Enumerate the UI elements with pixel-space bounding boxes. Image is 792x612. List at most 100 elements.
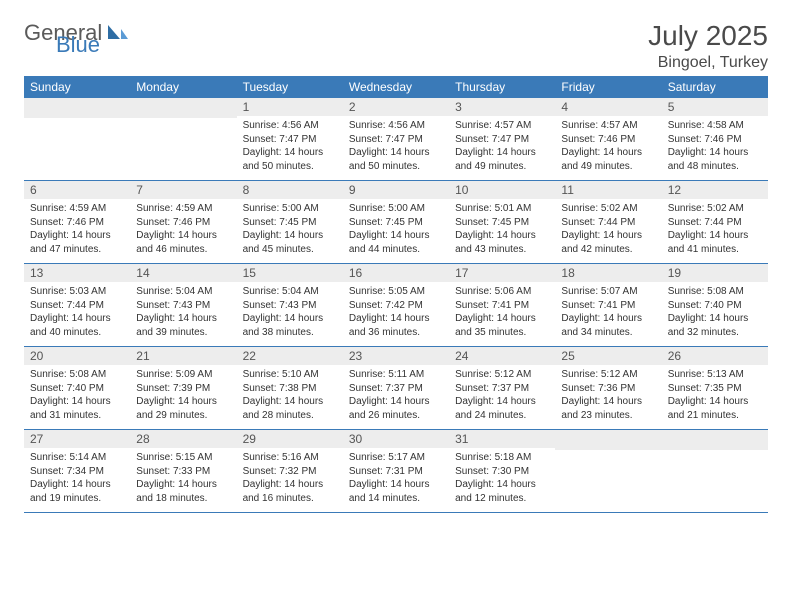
day-line: and 21 minutes.: [668, 409, 762, 423]
day-line: Sunrise: 5:12 AM: [561, 368, 655, 382]
day-line: and 44 minutes.: [349, 243, 443, 257]
day-line: and 43 minutes.: [455, 243, 549, 257]
day-line: Sunrise: 5:08 AM: [668, 285, 762, 299]
day-line: and 50 minutes.: [349, 160, 443, 174]
day-line: Sunrise: 5:03 AM: [30, 285, 124, 299]
day-line: and 46 minutes.: [136, 243, 230, 257]
calendar-cell: 8Sunrise: 5:00 AMSunset: 7:45 PMDaylight…: [237, 181, 343, 264]
day-header: Saturday: [662, 76, 768, 98]
day-line: Daylight: 14 hours: [243, 395, 337, 409]
calendar-week-row: 27Sunrise: 5:14 AMSunset: 7:34 PMDayligh…: [24, 430, 768, 513]
day-line: Daylight: 14 hours: [30, 478, 124, 492]
calendar-cell: 29Sunrise: 5:16 AMSunset: 7:32 PMDayligh…: [237, 430, 343, 513]
day-line: Sunrise: 5:07 AM: [561, 285, 655, 299]
day-line: Sunrise: 5:05 AM: [349, 285, 443, 299]
day-number: 6: [24, 181, 130, 199]
day-content: Sunrise: 5:05 AMSunset: 7:42 PMDaylight:…: [343, 282, 449, 343]
day-number: 25: [555, 347, 661, 365]
day-line: Sunrise: 4:56 AM: [349, 119, 443, 133]
day-line: Sunset: 7:37 PM: [349, 382, 443, 396]
day-line: Sunset: 7:46 PM: [561, 133, 655, 147]
day-line: and 35 minutes.: [455, 326, 549, 340]
day-line: and 12 minutes.: [455, 492, 549, 506]
day-line: Daylight: 14 hours: [561, 146, 655, 160]
day-line: and 40 minutes.: [30, 326, 124, 340]
day-line: Daylight: 14 hours: [136, 312, 230, 326]
day-line: and 14 minutes.: [349, 492, 443, 506]
day-line: Sunrise: 4:57 AM: [561, 119, 655, 133]
calendar-cell: 14Sunrise: 5:04 AMSunset: 7:43 PMDayligh…: [130, 264, 236, 347]
day-line: and 26 minutes.: [349, 409, 443, 423]
day-header: Sunday: [24, 76, 130, 98]
day-content: Sunrise: 5:12 AMSunset: 7:36 PMDaylight:…: [555, 365, 661, 426]
day-line: Daylight: 14 hours: [561, 395, 655, 409]
day-line: Sunset: 7:35 PM: [668, 382, 762, 396]
day-line: Daylight: 14 hours: [30, 312, 124, 326]
day-line: and 29 minutes.: [136, 409, 230, 423]
day-line: and 34 minutes.: [561, 326, 655, 340]
day-line: Sunset: 7:31 PM: [349, 465, 443, 479]
calendar-cell: 30Sunrise: 5:17 AMSunset: 7:31 PMDayligh…: [343, 430, 449, 513]
day-content: [662, 450, 768, 457]
day-line: Daylight: 14 hours: [349, 395, 443, 409]
day-content: Sunrise: 4:56 AMSunset: 7:47 PMDaylight:…: [343, 116, 449, 177]
day-line: Sunrise: 5:16 AM: [243, 451, 337, 465]
day-number: 26: [662, 347, 768, 365]
day-number: 8: [237, 181, 343, 199]
calendar-cell: 20Sunrise: 5:08 AMSunset: 7:40 PMDayligh…: [24, 347, 130, 430]
day-content: Sunrise: 4:59 AMSunset: 7:46 PMDaylight:…: [24, 199, 130, 260]
day-line: Sunrise: 5:00 AM: [243, 202, 337, 216]
day-line: Daylight: 14 hours: [349, 146, 443, 160]
day-content: Sunrise: 5:12 AMSunset: 7:37 PMDaylight:…: [449, 365, 555, 426]
day-line: and 36 minutes.: [349, 326, 443, 340]
day-line: Daylight: 14 hours: [668, 395, 762, 409]
day-number: 30: [343, 430, 449, 448]
day-line: and 48 minutes.: [668, 160, 762, 174]
day-number: 10: [449, 181, 555, 199]
day-number: 15: [237, 264, 343, 282]
day-content: Sunrise: 5:13 AMSunset: 7:35 PMDaylight:…: [662, 365, 768, 426]
day-header: Friday: [555, 76, 661, 98]
day-line: and 50 minutes.: [243, 160, 337, 174]
day-line: and 47 minutes.: [30, 243, 124, 257]
day-line: Sunset: 7:43 PM: [136, 299, 230, 313]
day-number: [24, 98, 130, 118]
day-line: and 28 minutes.: [243, 409, 337, 423]
day-content: [24, 118, 130, 125]
calendar-week-row: 13Sunrise: 5:03 AMSunset: 7:44 PMDayligh…: [24, 264, 768, 347]
day-line: Daylight: 14 hours: [349, 478, 443, 492]
calendar-week-row: 1Sunrise: 4:56 AMSunset: 7:47 PMDaylight…: [24, 98, 768, 181]
day-line: Daylight: 14 hours: [455, 478, 549, 492]
calendar-cell: 15Sunrise: 5:04 AMSunset: 7:43 PMDayligh…: [237, 264, 343, 347]
day-number: 11: [555, 181, 661, 199]
day-line: Daylight: 14 hours: [243, 478, 337, 492]
day-line: Sunrise: 5:04 AM: [243, 285, 337, 299]
calendar-cell: 19Sunrise: 5:08 AMSunset: 7:40 PMDayligh…: [662, 264, 768, 347]
day-line: Daylight: 14 hours: [668, 312, 762, 326]
day-line: Sunrise: 5:11 AM: [349, 368, 443, 382]
day-number: 14: [130, 264, 236, 282]
day-number: 29: [237, 430, 343, 448]
day-line: Sunset: 7:45 PM: [455, 216, 549, 230]
day-line: and 24 minutes.: [455, 409, 549, 423]
day-line: Sunset: 7:45 PM: [243, 216, 337, 230]
calendar-table: Sunday Monday Tuesday Wednesday Thursday…: [24, 76, 768, 513]
day-line: Daylight: 14 hours: [30, 229, 124, 243]
day-line: Sunset: 7:44 PM: [30, 299, 124, 313]
calendar-cell: 16Sunrise: 5:05 AMSunset: 7:42 PMDayligh…: [343, 264, 449, 347]
calendar-cell: 28Sunrise: 5:15 AMSunset: 7:33 PMDayligh…: [130, 430, 236, 513]
calendar-cell: 17Sunrise: 5:06 AMSunset: 7:41 PMDayligh…: [449, 264, 555, 347]
day-line: and 45 minutes.: [243, 243, 337, 257]
calendar-cell: 13Sunrise: 5:03 AMSunset: 7:44 PMDayligh…: [24, 264, 130, 347]
day-line: Sunset: 7:41 PM: [455, 299, 549, 313]
day-content: Sunrise: 4:57 AMSunset: 7:47 PMDaylight:…: [449, 116, 555, 177]
day-line: Sunrise: 4:59 AM: [136, 202, 230, 216]
day-line: and 16 minutes.: [243, 492, 337, 506]
day-line: Daylight: 14 hours: [455, 229, 549, 243]
day-number: 24: [449, 347, 555, 365]
day-header: Tuesday: [237, 76, 343, 98]
day-line: Sunset: 7:33 PM: [136, 465, 230, 479]
day-content: Sunrise: 5:14 AMSunset: 7:34 PMDaylight:…: [24, 448, 130, 509]
day-content: Sunrise: 4:57 AMSunset: 7:46 PMDaylight:…: [555, 116, 661, 177]
day-line: Sunset: 7:45 PM: [349, 216, 443, 230]
